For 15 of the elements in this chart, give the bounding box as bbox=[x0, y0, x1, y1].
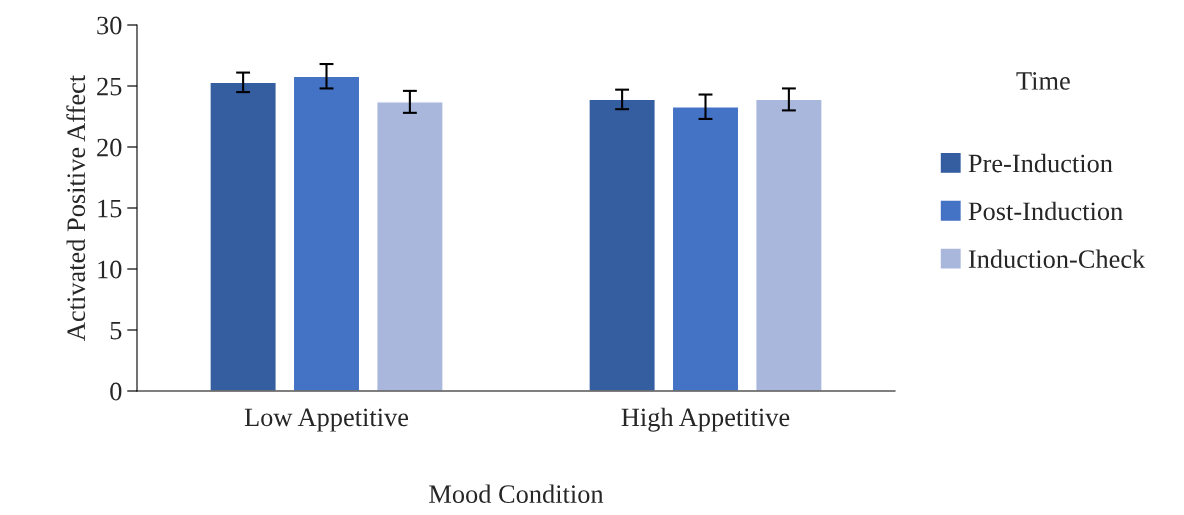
x-axis-title: Mood Condition bbox=[429, 484, 604, 504]
x-tick-label: High Appetitive bbox=[621, 407, 790, 432]
y-tick-label: 25 bbox=[97, 77, 122, 96]
legend-label: Post-Induction bbox=[968, 201, 1123, 221]
y-tick-label: 15 bbox=[98, 199, 122, 218]
y-tick-label: 20 bbox=[97, 138, 122, 157]
legend-label: Induction-Check bbox=[968, 249, 1146, 269]
y-tick-label: 0 bbox=[110, 382, 122, 401]
y-tick-label: 5 bbox=[110, 321, 122, 340]
x-tick-label: Low Appetitive bbox=[244, 408, 409, 432]
legend-title: Time bbox=[1016, 72, 1070, 90]
y-tick-label: 30 bbox=[97, 16, 122, 35]
legend-label: Pre-Induction bbox=[968, 153, 1113, 173]
y-axis-title: Activated Positive Affect bbox=[66, 75, 86, 341]
y-tick-label: 10 bbox=[98, 260, 122, 279]
